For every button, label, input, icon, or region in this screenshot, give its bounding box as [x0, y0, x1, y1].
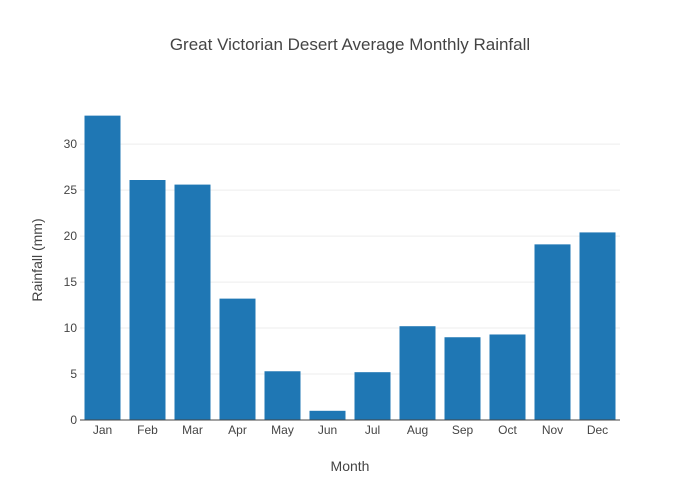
x-tick-label: Jun — [318, 423, 337, 437]
y-tick-label: 0 — [70, 413, 77, 427]
bar-mar — [174, 184, 211, 420]
bar-aug — [399, 326, 436, 420]
y-tick-label: 10 — [64, 321, 78, 335]
x-tick-label: Jan — [93, 423, 112, 437]
bar-feb — [129, 180, 166, 420]
y-tick-label: 5 — [70, 367, 77, 381]
y-tick-label: 15 — [64, 275, 78, 289]
bars — [84, 115, 616, 420]
y-tick-label: 25 — [64, 183, 78, 197]
x-tick-label: Dec — [587, 423, 608, 437]
bar-may — [264, 371, 301, 420]
bar-jun — [309, 410, 346, 420]
chart-title: Great Victorian Desert Average Monthly R… — [170, 35, 530, 54]
x-tick-label: Feb — [137, 423, 158, 437]
x-tick-label: Apr — [228, 423, 247, 437]
x-tick-label: Jul — [365, 423, 380, 437]
bar-sep — [444, 337, 481, 420]
bar-apr — [219, 298, 256, 420]
x-axis-ticks: Jan Feb Mar Apr May Jun Jul Aug Sep Oct Nov Dec — [93, 423, 608, 437]
bar-jul — [354, 372, 391, 420]
y-axis-title: Rainfall (mm) — [29, 218, 45, 301]
gridlines — [80, 143, 620, 375]
x-tick-label: Oct — [498, 423, 517, 437]
bar-dec — [579, 232, 616, 420]
y-axis-ticks: 0 5 10 15 20 25 30 — [64, 137, 78, 427]
bar-nov — [534, 244, 571, 420]
x-tick-label: Sep — [452, 423, 474, 437]
x-tick-label: Aug — [407, 423, 428, 437]
x-tick-label: Mar — [182, 423, 203, 437]
y-tick-label: 20 — [64, 229, 78, 243]
x-tick-label: May — [271, 423, 294, 437]
bar-oct — [489, 334, 526, 420]
x-tick-label: Nov — [542, 423, 563, 437]
x-axis-title: Month — [331, 458, 370, 474]
y-tick-label: 30 — [64, 137, 78, 151]
bar-jan — [84, 115, 121, 420]
